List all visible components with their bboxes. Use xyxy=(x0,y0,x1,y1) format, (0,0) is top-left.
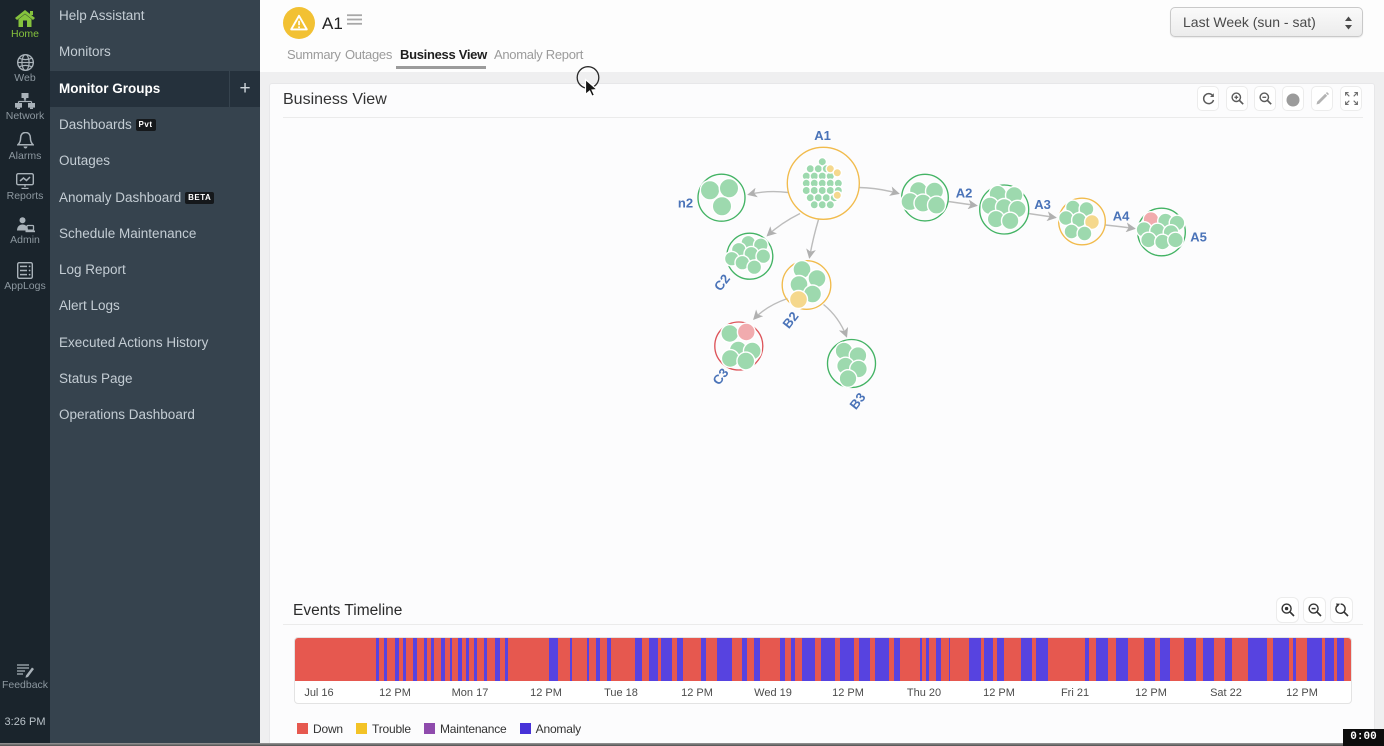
svg-text:A4: A4 xyxy=(1113,209,1130,224)
svg-text:B2: B2 xyxy=(779,309,801,331)
svg-text:A1: A1 xyxy=(814,128,831,143)
svg-text:C2: C2 xyxy=(711,271,733,293)
svg-text:A2: A2 xyxy=(956,186,973,201)
svg-text:n2: n2 xyxy=(678,196,693,211)
svg-text:C3: C3 xyxy=(709,365,731,387)
svg-text:A3: A3 xyxy=(1034,197,1051,212)
svg-text:B3: B3 xyxy=(846,390,868,412)
svg-text:A5: A5 xyxy=(1190,230,1207,245)
